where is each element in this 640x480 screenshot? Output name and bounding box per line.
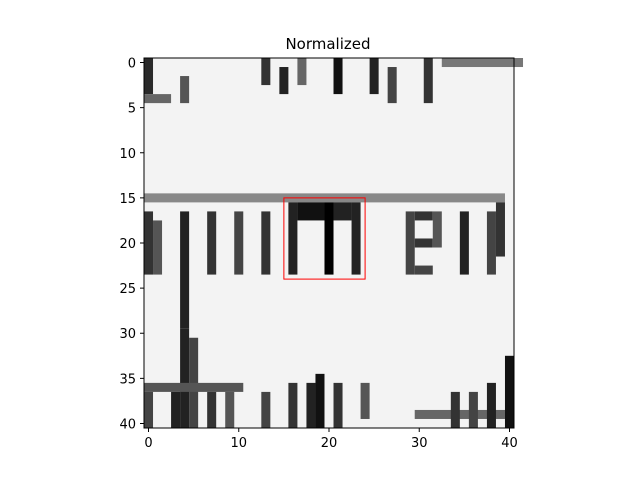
- heatmap-cell-block: [279, 67, 289, 95]
- y-tick-label: 0: [128, 57, 136, 72]
- y-axis: 0 5 10 15 20 25 30 35 40: [119, 57, 144, 432]
- heatmap-cell-block: [468, 391, 478, 428]
- heatmap-cell-block: [306, 382, 316, 428]
- heatmap-cell-block: [414, 238, 433, 248]
- x-tick-label: 10: [230, 436, 247, 451]
- y-tick-label: 10: [119, 147, 136, 162]
- heatmap-cell-block: [144, 58, 154, 95]
- heatmap-cell-block: [144, 391, 154, 428]
- heatmap-cell-block: [450, 391, 460, 428]
- heatmap-cell-block: [369, 58, 379, 95]
- heatmap-cell-block: [207, 211, 217, 275]
- heatmap-cell-block: [486, 211, 496, 275]
- y-tick-label: 35: [119, 372, 136, 387]
- heatmap-cell-block: [360, 382, 370, 419]
- heatmap-cell-block: [495, 202, 505, 257]
- heatmap-cell-block: [180, 328, 190, 428]
- x-axis: 0 10 20 30 40: [144, 428, 518, 451]
- chart-title: Normalized: [285, 35, 370, 53]
- y-tick-label: 15: [119, 192, 136, 207]
- y-tick-label: 5: [128, 102, 136, 117]
- heatmap-cell-block: [414, 211, 433, 221]
- heatmap-cell-block: [315, 373, 325, 428]
- highlight-rectangle: [283, 197, 366, 280]
- heatmap-cell-block: [180, 76, 190, 104]
- heatmap-cell-block: [324, 202, 334, 275]
- heatmap-cell-block: [261, 58, 271, 86]
- y-tick-label: 40: [119, 417, 136, 432]
- heatmap-cell-block: [180, 211, 190, 329]
- heatmap-cell-block: [261, 211, 271, 275]
- heatmap-cell-block: [144, 382, 244, 392]
- heatmap-cell-block: [225, 391, 235, 428]
- heatmap-cell-block: [432, 211, 442, 248]
- heatmap-cell-block: [153, 220, 163, 275]
- heatmap-cell-block: [486, 382, 496, 428]
- x-tick-label: 20: [321, 436, 338, 451]
- heatmap-cell-block: [459, 211, 469, 275]
- heatmap-cell-block: [207, 391, 217, 428]
- heatmap-cell-block: [333, 382, 343, 428]
- heatmap-cell-block: [171, 391, 181, 428]
- heatmap-cell-block: [144, 94, 172, 104]
- heatmap-cell-block: [405, 211, 415, 275]
- heatmap-cell-block: [288, 202, 298, 275]
- x-tick-label: 0: [144, 436, 152, 451]
- y-tick-label: 25: [119, 282, 136, 297]
- heatmap-cell-block: [333, 202, 352, 221]
- x-tick-label: 40: [501, 436, 518, 451]
- x-tick-label: 30: [411, 436, 428, 451]
- heatmap-cell-block: [441, 58, 524, 68]
- heatmap-cell-block: [288, 382, 298, 428]
- heatmap-cell-block: [234, 211, 244, 275]
- heatmap-cell-block: [414, 265, 433, 275]
- y-tick-label: 20: [119, 237, 136, 252]
- heatmap-cell-block: [414, 409, 505, 419]
- heatmap-cell-block: [504, 355, 514, 428]
- heatmap-cell-block: [333, 58, 343, 95]
- heatmap-cell-block: [351, 202, 361, 275]
- heatmap-cell-block: [261, 391, 271, 428]
- heatmap-cell-block: [387, 67, 397, 104]
- heatmap-cell-block: [144, 211, 154, 275]
- y-tick-label: 30: [119, 327, 136, 342]
- heatmap-cells: [144, 58, 524, 428]
- heatmap-cell-block: [297, 202, 325, 221]
- heatmap-cell-block: [423, 58, 433, 104]
- heatmap-cell-block: [297, 58, 307, 86]
